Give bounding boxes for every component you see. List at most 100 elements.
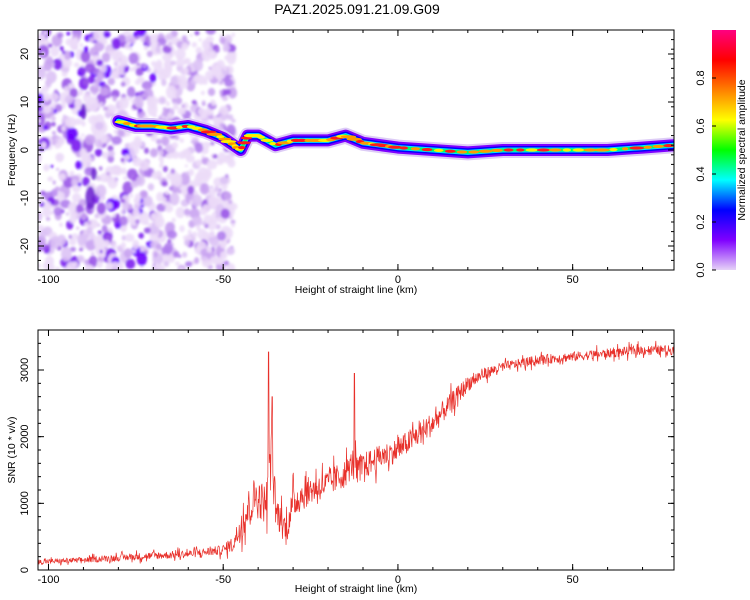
noise-blob [76, 226, 80, 230]
noise-blob [81, 176, 90, 187]
noise-blob [187, 229, 192, 235]
noise-blob [81, 120, 86, 127]
noise-blob [165, 153, 170, 158]
noise-blob [122, 181, 133, 195]
figure-title: PAZ1.2025.091.21.09.G09 [274, 1, 440, 17]
noise-blob [162, 53, 172, 62]
noise-blob [162, 165, 168, 173]
noise-blob [125, 34, 135, 45]
noise-blob [189, 200, 193, 205]
noise-blob [77, 255, 84, 262]
noise-blob [66, 127, 78, 141]
noise-blob [69, 38, 79, 51]
noise-blob [231, 32, 235, 38]
noise-blob [181, 42, 189, 51]
noise-blob [103, 31, 111, 38]
noise-blob [76, 204, 83, 213]
noise-blob [201, 157, 208, 164]
noise-blob [40, 141, 47, 149]
noise-blob [164, 204, 174, 213]
noise-blob [142, 30, 147, 33]
noise-blob [150, 212, 158, 221]
noise-blob [111, 135, 122, 145]
noise-blob [108, 150, 115, 157]
noise-blob [94, 121, 104, 131]
noise-blob [72, 261, 79, 268]
noise-blob [169, 186, 173, 191]
noise-blob [121, 235, 126, 241]
noise-blob [58, 173, 66, 181]
noise-blob [54, 104, 63, 112]
noise-blob [189, 208, 200, 219]
noise-blob [229, 202, 238, 211]
snr-y-tick-label: 0 [19, 567, 31, 573]
noise-blob [63, 86, 69, 93]
noise-blob [127, 86, 136, 98]
noise-blob [208, 66, 212, 70]
noise-blob [144, 221, 150, 226]
noise-blob [38, 105, 43, 113]
noise-blob [148, 222, 153, 227]
noise-blob [110, 70, 119, 79]
noise-blob [127, 96, 133, 101]
noise-blob [166, 230, 178, 239]
noise-blob [167, 239, 172, 244]
noise-blob [117, 129, 125, 137]
noise-blob [66, 31, 71, 36]
noise-blob [135, 218, 140, 225]
ridge-hotspot [593, 148, 610, 152]
noise-blob [38, 34, 47, 47]
noise-blob [101, 52, 111, 63]
noise-blob [219, 81, 223, 85]
spectrogram-x-label: Height of straight line (km) [295, 284, 418, 296]
noise-blob [206, 159, 218, 170]
noise-blob [223, 260, 230, 266]
noise-blob [54, 142, 61, 149]
noise-blob [165, 101, 170, 107]
ridge-hotspot [609, 148, 618, 152]
noise-blob [230, 219, 236, 225]
noise-blob [112, 199, 121, 209]
snr-y-tick-label: 3000 [19, 358, 31, 382]
ridge-hotspot [410, 147, 421, 151]
noise-blob [52, 180, 56, 185]
noise-blob [71, 233, 79, 240]
noise-blob [155, 243, 162, 250]
noise-blob [195, 159, 203, 167]
ridge-hotspot [200, 130, 217, 134]
noise-blob [119, 215, 128, 226]
noise-blob [132, 208, 140, 219]
ridge-hotspot [399, 146, 408, 150]
spectrogram-x-tick-label: 0 [395, 274, 401, 286]
noise-blob [64, 50, 72, 61]
noise-blob [38, 44, 49, 59]
noise-blob [69, 170, 75, 177]
noise-blob [111, 166, 123, 176]
ridge-hotspot [456, 150, 468, 154]
noise-blob [172, 104, 180, 110]
noise-blob [231, 118, 236, 123]
noise-blob [155, 98, 160, 104]
noise-blob [202, 231, 211, 241]
noise-blob [151, 171, 162, 180]
noise-blob [120, 198, 126, 203]
noise-blob [156, 138, 162, 145]
noise-blob [74, 98, 82, 108]
noise-blob [169, 108, 175, 114]
noise-blob [47, 43, 53, 48]
ridge-hotspot [643, 145, 652, 149]
noise-blob [205, 30, 217, 35]
noise-blob [69, 238, 77, 246]
noise-blob [103, 239, 110, 248]
ridge-hotspot [572, 148, 585, 152]
noise-blob [167, 112, 174, 119]
ridge-hotspot [216, 135, 225, 139]
noise-blob [207, 195, 219, 209]
noise-blob [38, 153, 42, 163]
colorbar-label: Normalized spectral amplitude [736, 79, 748, 220]
noise-blob [84, 134, 96, 146]
noise-blob [77, 182, 82, 187]
noise-blob [83, 46, 89, 53]
noise-blob [45, 217, 51, 221]
noise-streak [80, 103, 87, 120]
